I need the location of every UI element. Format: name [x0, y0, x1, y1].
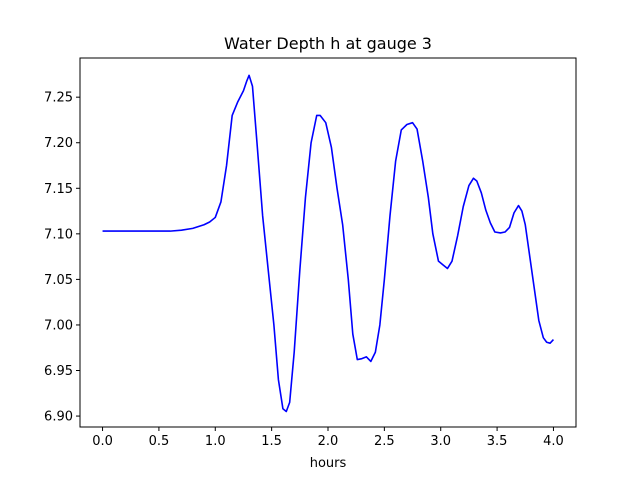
- y-tick-label: 6.95: [44, 364, 73, 379]
- x-axis-ticks: 0.0 0.5 1.0 1.5 2.0 2.5 3.0 3.5 4.0: [92, 427, 564, 449]
- x-tick-label: 4.0: [543, 434, 564, 449]
- y-tick-label: 7.10: [44, 227, 73, 242]
- chart-title: Water Depth h at gauge 3: [224, 34, 432, 53]
- x-tick-label: 0.0: [92, 434, 113, 449]
- y-tick-label: 7.20: [44, 136, 73, 151]
- x-tick-label: 1.5: [261, 434, 282, 449]
- y-axis-ticks: 6.90 6.95 7.00 7.05 7.10 7.15 7.20 7.25: [44, 91, 80, 425]
- x-tick-label: 1.0: [205, 434, 226, 449]
- plot-area: [79, 57, 577, 428]
- x-axis-label: hours: [310, 456, 347, 471]
- y-tick-label: 7.00: [44, 318, 73, 333]
- y-tick-label: 7.15: [44, 182, 73, 197]
- x-tick-label: 2.0: [318, 434, 339, 449]
- y-tick-label: 7.25: [44, 91, 73, 106]
- y-tick-label: 7.05: [44, 273, 73, 288]
- x-tick-label: 3.0: [430, 434, 451, 449]
- x-tick-label: 3.5: [487, 434, 508, 449]
- plot-frame: [79, 57, 577, 428]
- x-tick-label: 2.5: [374, 434, 395, 449]
- x-tick-label: 0.5: [149, 434, 170, 449]
- y-tick-label: 6.90: [44, 410, 73, 425]
- series-line-1: [102, 74, 555, 413]
